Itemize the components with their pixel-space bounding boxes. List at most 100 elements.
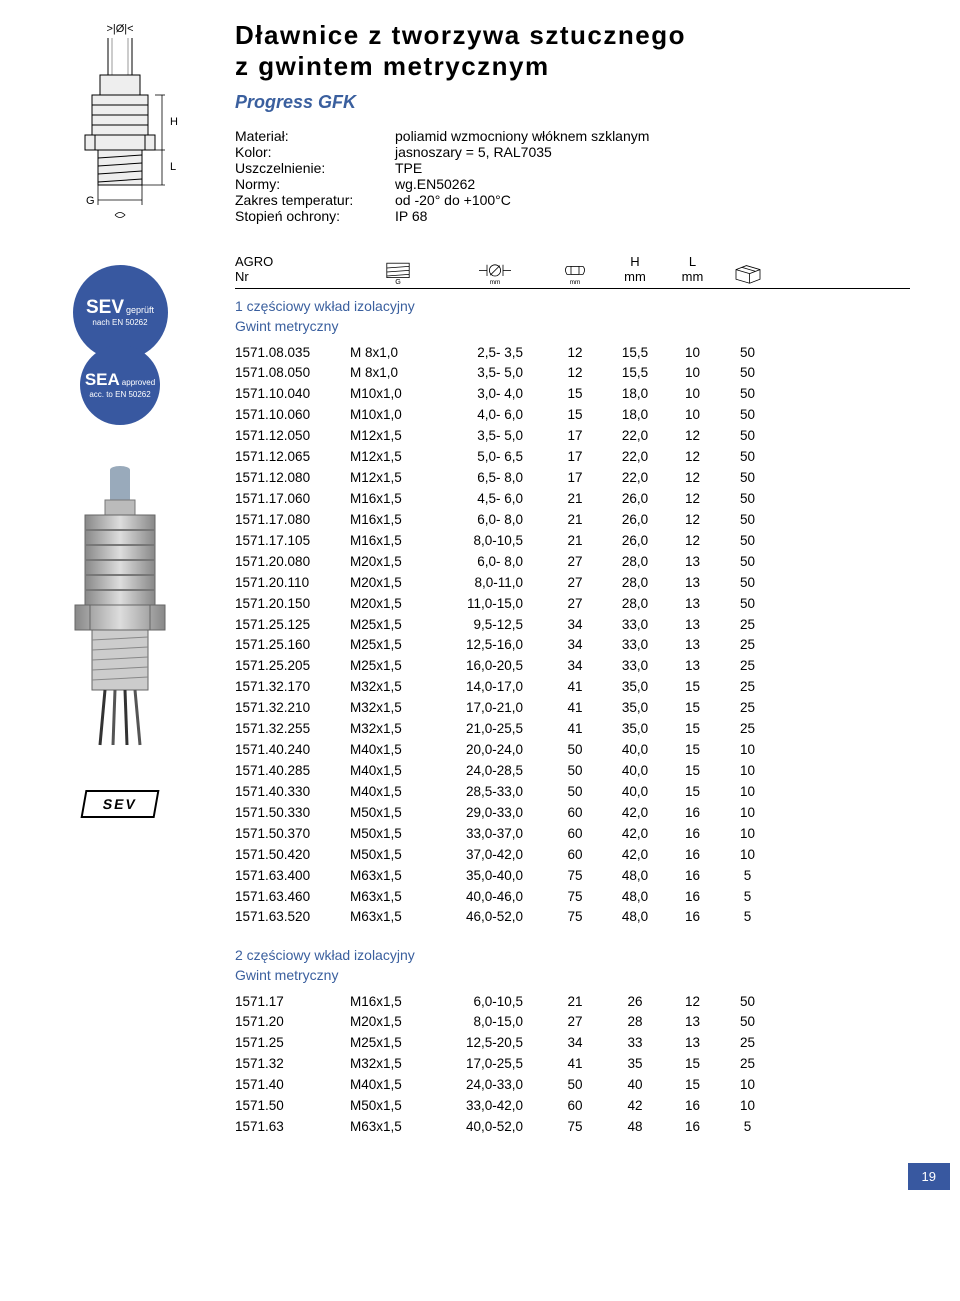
hdr-thread-icon: G — [350, 260, 445, 284]
cell-L: 15 — [665, 761, 720, 782]
cell-thread: M20x1,5 — [350, 552, 445, 573]
cell-L: 15 — [665, 740, 720, 761]
cell-range: 12,5-16,0 — [445, 635, 545, 656]
table-row: 1571.32.210M32x1,517,0-21,04135,01525 — [235, 698, 910, 719]
cell-H: 28,0 — [605, 552, 665, 573]
cell-thread: M50x1,5 — [350, 803, 445, 824]
spec-row: Uszczelnienie:TPE — [235, 160, 910, 176]
cell-L: 13 — [665, 552, 720, 573]
spec-value: IP 68 — [395, 208, 427, 224]
cell-pack: 50 — [720, 992, 775, 1013]
cell-thread: M10x1,0 — [350, 405, 445, 426]
cell-L: 15 — [665, 1054, 720, 1075]
table-row: 1571.20.150M20x1,511,0-15,02728,01350 — [235, 594, 910, 615]
table-row: 1571.20.080M20x1,56,0- 8,02728,01350 — [235, 552, 910, 573]
table-row: 1571.08.050M 8x1,03,5- 5,01215,51050 — [235, 363, 910, 384]
cell-H: 48,0 — [605, 907, 665, 928]
cell-wrench: 21 — [545, 992, 605, 1013]
table-row: 1571.32.255M32x1,521,0-25,54135,01525 — [235, 719, 910, 740]
cell-wrench: 41 — [545, 677, 605, 698]
cell-nr: 1571.10.040 — [235, 384, 350, 405]
cell-wrench: 12 — [545, 343, 605, 364]
table-row: 1571.20.110M20x1,58,0-11,02728,01350 — [235, 573, 910, 594]
cell-nr: 1571.32.170 — [235, 677, 350, 698]
cell-nr: 1571.63.520 — [235, 907, 350, 928]
cell-H: 15,5 — [605, 363, 665, 384]
spec-value: jasnoszary = 5, RAL7035 — [395, 144, 552, 160]
cell-H: 26,0 — [605, 531, 665, 552]
table-row: 1571.50.330M50x1,529,0-33,06042,01610 — [235, 803, 910, 824]
cell-thread: M25x1,5 — [350, 656, 445, 677]
cell-pack: 25 — [720, 1033, 775, 1054]
cell-pack: 5 — [720, 887, 775, 908]
table-row: 1571.17.105M16x1,58,0-10,52126,01250 — [235, 531, 910, 552]
svg-text:mm: mm — [570, 279, 581, 284]
cell-L: 12 — [665, 510, 720, 531]
cell-thread: M16x1,5 — [350, 992, 445, 1013]
cell-pack: 10 — [720, 782, 775, 803]
cell-nr: 1571.25.205 — [235, 656, 350, 677]
cell-wrench: 50 — [545, 1075, 605, 1096]
cell-thread: M63x1,5 — [350, 1117, 445, 1138]
cell-range: 6,0-10,5 — [445, 992, 545, 1013]
table-row: 1571.32.170M32x1,514,0-17,04135,01525 — [235, 677, 910, 698]
left-column: >|Ø|< — [30, 20, 210, 1138]
cell-thread: M40x1,5 — [350, 761, 445, 782]
cell-L: 13 — [665, 1012, 720, 1033]
cell-thread: M16x1,5 — [350, 489, 445, 510]
cell-thread: M50x1,5 — [350, 1096, 445, 1117]
cell-nr: 1571.10.060 — [235, 405, 350, 426]
cell-H: 28,0 — [605, 594, 665, 615]
cell-thread: M63x1,5 — [350, 907, 445, 928]
cell-wrench: 50 — [545, 782, 605, 803]
cell-nr: 1571.25 — [235, 1033, 350, 1054]
cell-pack: 25 — [720, 698, 775, 719]
cell-thread: M25x1,5 — [350, 635, 445, 656]
product-photo — [30, 450, 210, 760]
cell-pack: 50 — [720, 447, 775, 468]
cell-nr: 1571.50.420 — [235, 845, 350, 866]
cell-pack: 25 — [720, 615, 775, 636]
cell-range: 4,5- 6,0 — [445, 489, 545, 510]
cell-thread: M63x1,5 — [350, 887, 445, 908]
spec-row: Stopień ochrony:IP 68 — [235, 208, 910, 224]
cell-H: 28,0 — [605, 573, 665, 594]
cell-nr: 1571.20.080 — [235, 552, 350, 573]
cell-nr: 1571.40.330 — [235, 782, 350, 803]
cell-pack: 50 — [720, 594, 775, 615]
cell-pack: 50 — [720, 573, 775, 594]
sev-badge-main: SEV — [86, 297, 124, 318]
cell-range: 37,0-42,0 — [445, 845, 545, 866]
cell-range: 21,0-25,5 — [445, 719, 545, 740]
cell-range: 40,0-46,0 — [445, 887, 545, 908]
table-row: 1571.50.370M50x1,533,0-37,06042,01610 — [235, 824, 910, 845]
cell-L: 15 — [665, 698, 720, 719]
cell-nr: 1571.40.240 — [235, 740, 350, 761]
cell-wrench: 27 — [545, 552, 605, 573]
cell-H: 35 — [605, 1054, 665, 1075]
cell-wrench: 75 — [545, 907, 605, 928]
cell-range: 17,0-21,0 — [445, 698, 545, 719]
cell-nr: 1571.50.330 — [235, 803, 350, 824]
cell-L: 10 — [665, 405, 720, 426]
table-row: 1571.63.400M63x1,535,0-40,07548,0165 — [235, 866, 910, 887]
cell-H: 48,0 — [605, 887, 665, 908]
cell-range: 35,0-40,0 — [445, 866, 545, 887]
cell-wrench: 60 — [545, 803, 605, 824]
cell-H: 40,0 — [605, 740, 665, 761]
cell-range: 33,0-37,0 — [445, 824, 545, 845]
cell-range: 3,0- 4,0 — [445, 384, 545, 405]
cell-L: 12 — [665, 531, 720, 552]
cell-H: 26,0 — [605, 510, 665, 531]
cell-wrench: 41 — [545, 719, 605, 740]
table-header: AGRO Nr G — [235, 254, 910, 289]
dim-label-diameter: >|Ø|< — [106, 23, 133, 35]
cell-wrench: 34 — [545, 635, 605, 656]
sea-badge-sub2: acc. to EN 50262 — [89, 391, 150, 399]
cell-thread: M32x1,5 — [350, 698, 445, 719]
cell-L: 16 — [665, 803, 720, 824]
cell-pack: 10 — [720, 1075, 775, 1096]
table-row: 1571.40.240M40x1,520,0-24,05040,01510 — [235, 740, 910, 761]
table-row: 1571.20M20x1,58,0-15,027281350 — [235, 1012, 910, 1033]
cell-pack: 50 — [720, 531, 775, 552]
